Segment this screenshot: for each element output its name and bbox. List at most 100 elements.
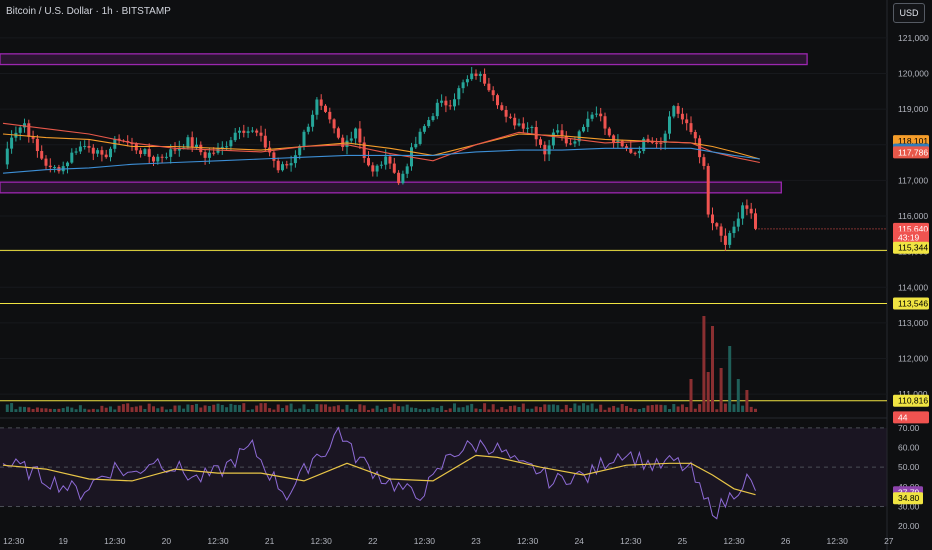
- volume-bar: [139, 405, 143, 412]
- volume-bar: [164, 409, 168, 412]
- volume-bar: [612, 405, 616, 412]
- candle-body: [539, 139, 542, 145]
- volume-bar: [405, 404, 409, 412]
- rsi-axis-tag-bg: [893, 492, 923, 505]
- candle-body: [74, 151, 78, 153]
- candle-body: [169, 149, 173, 157]
- volume-bar: [27, 407, 31, 412]
- time-tick-label: 27: [884, 536, 894, 546]
- volume-bar: [577, 405, 581, 412]
- candle-body: [212, 152, 216, 154]
- volume-bar: [453, 403, 456, 412]
- candle-body: [186, 137, 190, 148]
- candle-body: [83, 146, 87, 148]
- volume-bar: [109, 406, 112, 412]
- volume-bar: [745, 390, 749, 412]
- volume-bar: [336, 405, 340, 412]
- volume-bar: [328, 406, 332, 412]
- volume-bar: [212, 404, 216, 412]
- candle-body: [470, 73, 474, 80]
- candle-body: [10, 137, 14, 149]
- volume-bar: [40, 408, 44, 412]
- candle-body: [457, 88, 461, 100]
- candle-body: [177, 147, 181, 151]
- volume-bar: [199, 407, 203, 412]
- candle-body: [358, 128, 362, 143]
- volume-bar: [319, 404, 323, 412]
- candle-body: [491, 90, 495, 96]
- volume-bar: [478, 408, 482, 412]
- volume-bar: [573, 403, 577, 412]
- volume-bar: [23, 406, 26, 412]
- candle-body: [139, 150, 143, 155]
- resistance-zone: [0, 181, 782, 194]
- volume-bar: [147, 403, 151, 412]
- price-tick-label: 120,000: [898, 68, 929, 78]
- candle-body: [745, 205, 749, 209]
- candle-body: [96, 150, 100, 154]
- candle-body: [91, 147, 95, 154]
- candle-body: [220, 146, 224, 148]
- candle-body: [18, 127, 22, 133]
- time-tick-label: 12:30: [723, 536, 745, 546]
- time-tick-label: 12:30: [620, 536, 642, 546]
- volume-bar: [569, 408, 573, 412]
- rsi-tick-label: 20.00: [898, 521, 920, 531]
- volume-bar: [126, 403, 130, 412]
- candle-body: [427, 120, 431, 127]
- volume-bar: [281, 408, 284, 412]
- volume-bar: [749, 406, 753, 412]
- volume-bar: [728, 346, 732, 412]
- currency-button[interactable]: USD: [893, 3, 925, 23]
- volume-bar: [715, 409, 719, 412]
- volume-bar: [530, 408, 534, 412]
- candle-body: [736, 218, 740, 227]
- candle-body: [564, 135, 568, 144]
- volume-bar: [427, 408, 431, 412]
- volume-bar: [676, 406, 680, 412]
- volume-bar: [311, 409, 315, 412]
- candle-body: [573, 141, 577, 144]
- candle-body: [448, 105, 452, 107]
- candle-body: [117, 138, 121, 141]
- volume-bar: [590, 403, 594, 412]
- candle-body: [418, 131, 422, 144]
- volume-bar: [517, 406, 521, 412]
- volume-bar: [100, 405, 104, 412]
- volume-bar: [14, 409, 18, 412]
- candle-body: [741, 205, 745, 219]
- candle-body: [156, 156, 160, 162]
- volume-bar: [702, 316, 706, 412]
- volume-bar: [723, 403, 727, 412]
- candle-body: [603, 116, 607, 129]
- candle-body: [749, 208, 753, 214]
- volume-bar: [173, 405, 177, 412]
- candle-body: [332, 119, 336, 129]
- volume-bar: [431, 407, 435, 412]
- candle-body: [238, 130, 241, 133]
- candle-body: [706, 165, 710, 215]
- volume-bar: [130, 407, 134, 412]
- candle-body: [422, 126, 426, 132]
- volume-bar: [285, 405, 289, 412]
- candle-body: [229, 140, 233, 147]
- candle-body: [414, 143, 418, 148]
- candle-body: [35, 138, 39, 152]
- volume-bar: [435, 408, 439, 412]
- price-axis-tag-label: 110,816: [898, 396, 928, 406]
- candle-body: [147, 149, 151, 157]
- candle-body: [152, 156, 155, 162]
- price-axis-tag-bg: [893, 231, 929, 244]
- candle-body: [478, 73, 482, 76]
- price-axis-tag-bg: [893, 411, 929, 424]
- candle-body: [272, 152, 276, 161]
- time-tick-label: 12:30: [414, 536, 436, 546]
- time-tick-label: 21: [265, 536, 275, 546]
- candle-body: [311, 114, 315, 127]
- time-tick-label: 20: [162, 536, 172, 546]
- volume-bar: [388, 406, 392, 412]
- volume-bar: [440, 405, 444, 412]
- symbol-title[interactable]: Bitcoin / U.S. Dollar · 1h · BITSTAMP: [6, 6, 171, 17]
- candle-body: [625, 146, 628, 149]
